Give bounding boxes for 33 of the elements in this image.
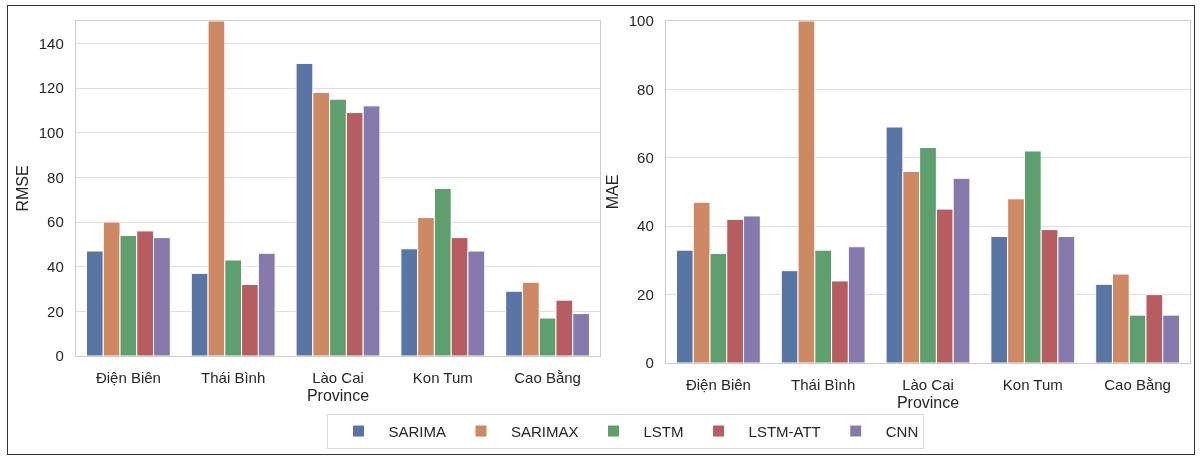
x-tick-label: Cao Bằng bbox=[1104, 376, 1171, 394]
legend-label: CNN bbox=[885, 422, 919, 440]
y-tick-label: 100 bbox=[628, 12, 654, 30]
x-tick-label: Kon Tum bbox=[412, 369, 473, 387]
y-tick-label: 60 bbox=[637, 149, 654, 167]
y-axis-title: MAE bbox=[603, 174, 621, 210]
legend-label: LSTM bbox=[643, 422, 684, 440]
y-axis-title: RMSE bbox=[13, 165, 31, 212]
legend-label: LSTM-ATT bbox=[748, 422, 821, 440]
y-tick-label: 120 bbox=[38, 79, 64, 97]
x-tick-label: Lào Cai bbox=[312, 369, 364, 387]
y-tick-label: 40 bbox=[637, 217, 654, 235]
x-tick-label: Thái Bình bbox=[791, 376, 856, 394]
y-tick-label: 0 bbox=[55, 347, 64, 365]
y-tick-label: 20 bbox=[637, 285, 654, 303]
legend-label: SARIMA bbox=[388, 422, 447, 440]
y-tick-label: 0 bbox=[645, 354, 654, 372]
y-tick-label: 80 bbox=[637, 80, 654, 98]
x-tick-label: Điện Biên bbox=[95, 369, 161, 387]
y-tick-label: 140 bbox=[38, 34, 64, 52]
y-tick-label: 80 bbox=[47, 168, 64, 186]
legend-label: SARIMAX bbox=[511, 422, 579, 440]
x-tick-label: Kon Tum bbox=[1002, 376, 1063, 394]
y-tick-label: 20 bbox=[47, 302, 64, 320]
x-tick-label: Điện Biên bbox=[685, 376, 751, 394]
x-axis-title: Province bbox=[896, 393, 960, 411]
x-tick-label: Thái Bình bbox=[201, 369, 266, 387]
y-tick-label: 40 bbox=[47, 257, 64, 275]
y-tick-label: 60 bbox=[47, 213, 64, 231]
y-tick-label: 100 bbox=[38, 123, 64, 141]
x-tick-label: Lào Cai bbox=[902, 376, 954, 394]
x-axis-title: Province bbox=[306, 386, 370, 404]
x-tick-label: Cao Bằng bbox=[514, 369, 581, 387]
